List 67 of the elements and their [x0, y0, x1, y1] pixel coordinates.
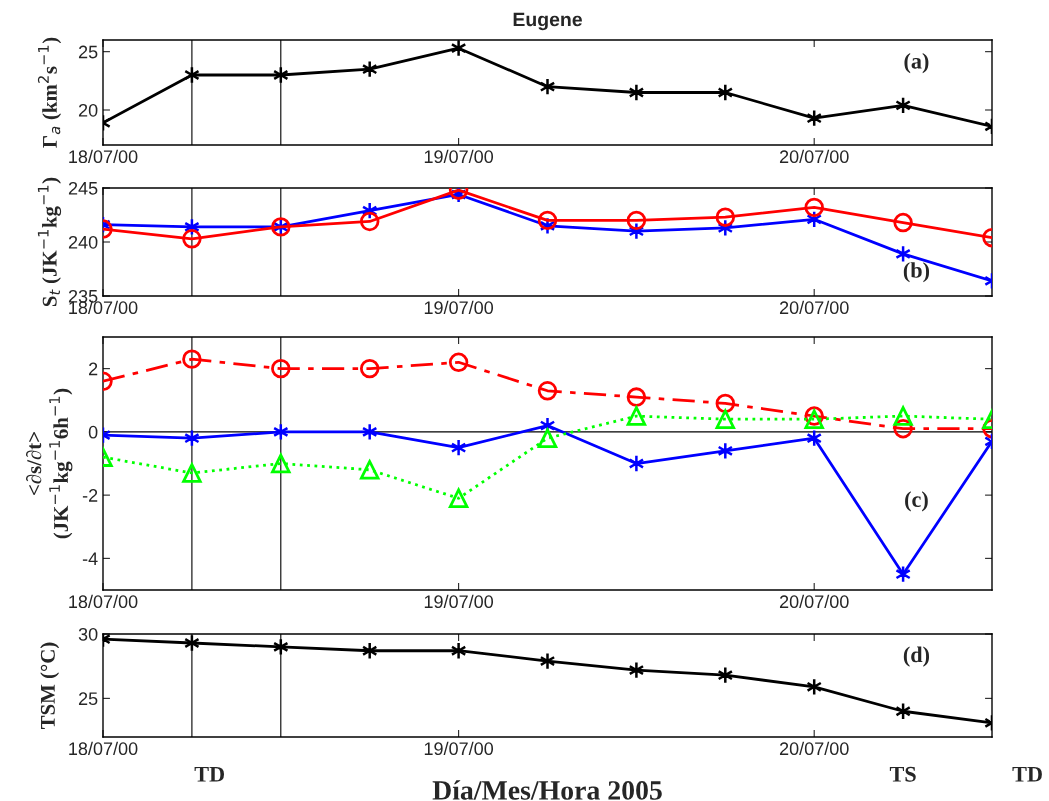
- text: TS: [889, 766, 916, 782]
- point: [804, 197, 824, 218]
- point: [182, 229, 202, 249]
- point: [715, 207, 736, 227]
- x-tick-label: 19/07/00: [424, 741, 494, 756]
- point: [450, 40, 467, 58]
- x-tick-label: 20/07/00: [779, 300, 849, 315]
- y-tick-label: 245: [68, 181, 98, 195]
- y-tick-label: 25: [78, 45, 98, 59]
- point: [893, 406, 913, 426]
- point: [626, 210, 647, 231]
- x-tick-label: 20/07/00: [779, 741, 849, 756]
- point: [715, 409, 736, 429]
- y-axis-title: Γ$_{a}$ (km$^{2}$s$^{−1}$): [37, 37, 62, 148]
- point: [537, 210, 558, 231]
- x-tick-label: 18/07/00: [69, 594, 138, 609]
- point: [717, 441, 734, 460]
- annotation: (d): [903, 646, 930, 667]
- y-tick-label: 0: [88, 425, 98, 439]
- point: [182, 349, 202, 369]
- point: [182, 463, 202, 483]
- annotation: (c): [905, 491, 928, 512]
- annotation: (b): [903, 262, 930, 283]
- x-tick-label: 18/07/00: [69, 741, 138, 756]
- point: [628, 83, 645, 102]
- point: [448, 486, 470, 509]
- point: [626, 406, 647, 426]
- point: [450, 438, 467, 457]
- point: [893, 212, 913, 233]
- x-tick-label: 19/07/00: [424, 149, 494, 164]
- x-tick-label: 19/07/00: [424, 300, 494, 315]
- point: [271, 358, 291, 379]
- text: TD: [194, 766, 225, 782]
- point: [539, 77, 556, 96]
- text: TD: [1012, 766, 1042, 782]
- y-tick-label: 2: [89, 362, 98, 376]
- point: [359, 460, 380, 480]
- point: [361, 641, 378, 660]
- point: [448, 352, 469, 373]
- y-axis-title: TSM (°C): [40, 642, 60, 729]
- point: [626, 387, 647, 407]
- point: [537, 381, 558, 401]
- x-axis-title: Día/Mes/Hora 2005: [432, 780, 662, 800]
- point: [359, 358, 380, 379]
- x-tick-label: 18/07/00: [69, 149, 138, 164]
- y-tick-label: 240: [68, 235, 98, 249]
- point: [539, 652, 556, 670]
- x-tick-label: 20/07/00: [779, 594, 849, 609]
- point: [361, 60, 378, 79]
- annotation: (a): [904, 53, 929, 74]
- point: [359, 211, 380, 232]
- point: [628, 454, 645, 473]
- y-tick-label: -2: [82, 489, 98, 502]
- y-tick-label: 25: [78, 692, 98, 706]
- point: [537, 428, 558, 448]
- y-axis-title: <∂s/∂t> (JK$^{−1}$kg$^{−1}$6h$^{−1}$): [26, 388, 73, 539]
- point: [628, 661, 645, 679]
- y-tick-label: 30: [78, 627, 98, 641]
- y-tick-label: -4: [82, 552, 98, 565]
- point: [361, 422, 378, 441]
- y-axis-title: S$_{t}$ (JK$^{−1}$kg$^{−1}$): [37, 177, 62, 307]
- point: [717, 83, 734, 102]
- y-tick-label: 20: [78, 103, 98, 117]
- chart-title: Eugene: [513, 12, 582, 31]
- x-tick-label: 20/07/00: [779, 149, 849, 164]
- x-tick-label: 19/07/00: [424, 594, 494, 609]
- point: [271, 453, 291, 474]
